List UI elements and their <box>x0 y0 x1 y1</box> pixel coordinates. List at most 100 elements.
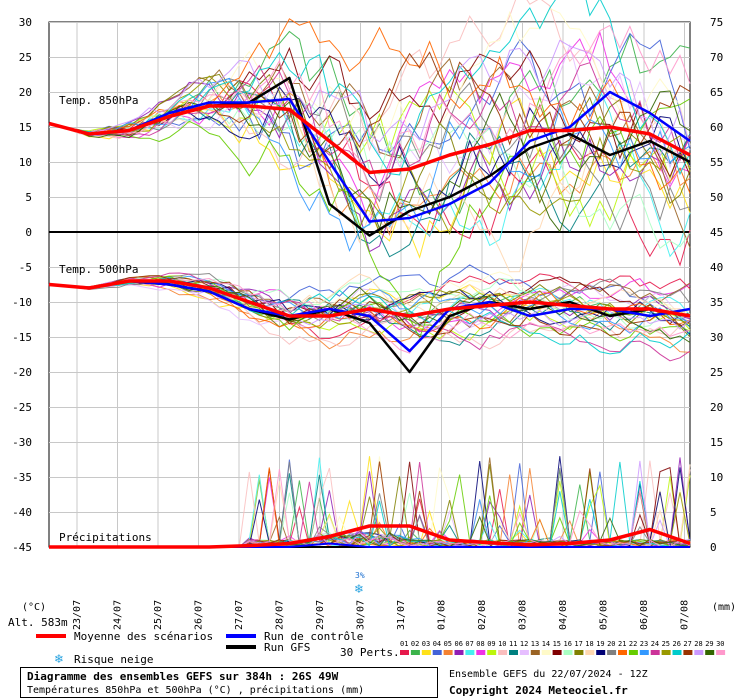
pert-swatch <box>618 650 627 655</box>
date-tick-label: 27/07 <box>234 600 245 630</box>
pert-swatch <box>552 650 562 655</box>
pert-number: 17 <box>574 640 582 648</box>
member-line-t500 <box>48 272 691 362</box>
pert-number: 02 <box>411 640 419 648</box>
right-tick-label: 45 <box>710 226 723 239</box>
footer-copyright: Copyright 2024 Meteociel.fr <box>449 684 628 697</box>
pert-swatch <box>541 650 551 655</box>
member-line-t850 <box>48 18 691 194</box>
control-line-t500 <box>48 279 691 353</box>
member-line-t500 <box>48 275 691 339</box>
pert-number: 20 <box>607 640 615 648</box>
axis-labels: 302520151050-5-10-15-20-25-30-35-40-4575… <box>12 16 723 630</box>
pert-number: 30 <box>716 640 724 648</box>
mean-line-precip <box>49 524 691 549</box>
date-tick-label: 29/07 <box>315 600 326 630</box>
pert-swatch <box>443 650 453 655</box>
pert-number: 16 <box>564 640 572 648</box>
pert-number: 04 <box>433 640 441 648</box>
pert-swatch <box>487 650 497 655</box>
legend-perts-label: 30 Perts. <box>340 646 400 659</box>
right-tick-label: 10 <box>710 471 723 484</box>
member-line-t850 <box>48 73 691 235</box>
left-tick-label: -30 <box>12 436 32 449</box>
left-tick-label: -10 <box>12 296 32 309</box>
right-tick-label: 50 <box>710 191 723 204</box>
control-line-t850 <box>48 90 691 223</box>
left-tick-label: -35 <box>12 471 32 484</box>
pert-number: 09 <box>487 640 495 648</box>
pert-swatch <box>683 650 693 655</box>
member-line-t850 <box>48 78 691 232</box>
pert-swatch <box>410 650 420 655</box>
left-tick-label: 15 <box>19 121 32 134</box>
pert-number: 13 <box>531 640 539 648</box>
pert-number: 25 <box>662 640 670 648</box>
pert-swatch <box>716 650 726 655</box>
pert-swatch <box>607 650 617 655</box>
right-tick-label: 55 <box>710 156 723 169</box>
left-tick-label: 0 <box>25 226 32 239</box>
pert-number: 05 <box>444 640 452 648</box>
pert-swatch <box>661 650 671 655</box>
snow-marker: 3% ❄ <box>354 571 365 596</box>
perturbation-legend: 01 02 03 04 05 06 07 08 09 10 11 12 13 14 15 16 17 18 19 20… <box>400 640 726 655</box>
member-line-t850 <box>48 62 691 190</box>
altitude-label: Alt. 583m <box>8 616 68 629</box>
pert-swatch <box>454 650 464 655</box>
right-axis-unit: (mm) <box>712 602 736 613</box>
left-tick-label: 25 <box>19 51 32 64</box>
mean-line-t850 <box>48 104 691 175</box>
date-tick-label: 26/07 <box>194 600 205 630</box>
pert-number: 07 <box>465 640 473 648</box>
pert-number: 15 <box>553 640 561 648</box>
pert-number: 03 <box>422 640 430 648</box>
member-line-t850 <box>48 90 691 233</box>
left-tick-label: -20 <box>12 366 32 379</box>
left-tick-label: -15 <box>12 331 32 344</box>
pert-number: 19 <box>596 640 604 648</box>
date-tick-label: 01/08 <box>437 600 448 630</box>
pert-swatch <box>498 650 508 655</box>
left-tick-label: -40 <box>12 506 32 519</box>
pert-swatch <box>639 650 649 655</box>
pert-swatch <box>563 650 573 655</box>
pert-number: 14 <box>542 640 550 648</box>
date-tick-label: 03/08 <box>518 600 529 630</box>
pert-swatch <box>530 650 540 655</box>
pert-swatch <box>432 650 442 655</box>
pert-number: 27 <box>683 640 691 648</box>
pert-number: 21 <box>618 640 626 648</box>
right-tick-label: 60 <box>710 121 723 134</box>
date-tick-label: 30/07 <box>356 600 367 630</box>
pert-swatch <box>476 650 486 655</box>
legend-control-label: Run de contrôle <box>264 630 363 643</box>
legend-gfs-label: Run GFS <box>264 641 310 654</box>
pert-number: 22 <box>629 640 637 648</box>
left-tick-label: 5 <box>25 191 32 204</box>
pert-swatch <box>421 650 431 655</box>
pert-number: 12 <box>520 640 528 648</box>
pert-number: 10 <box>498 640 506 648</box>
pert-number: 01 <box>400 640 408 648</box>
pert-swatch <box>694 650 704 655</box>
pert-number: 23 <box>640 640 648 648</box>
pert-swatch <box>596 650 606 655</box>
pert-swatch <box>519 650 529 655</box>
panel-label-t850: Temp. 850hPa <box>59 94 138 107</box>
pert-swatch <box>705 650 715 655</box>
right-tick-label: 65 <box>710 86 723 99</box>
right-tick-label: 35 <box>710 296 723 309</box>
snowflake-icon: ❄ <box>354 582 364 596</box>
left-tick-label: 30 <box>19 16 32 29</box>
member-line-t850 <box>48 95 691 339</box>
right-tick-label: 40 <box>710 261 723 274</box>
right-tick-label: 15 <box>710 436 723 449</box>
date-tick-label: 23/07 <box>72 600 83 630</box>
pert-swatch <box>574 650 584 655</box>
left-tick-label: -5 <box>19 261 32 274</box>
member-line-t500 <box>48 278 691 333</box>
panel-label-precip: Précipitations <box>59 531 152 544</box>
date-tick-label: 07/08 <box>680 600 691 630</box>
